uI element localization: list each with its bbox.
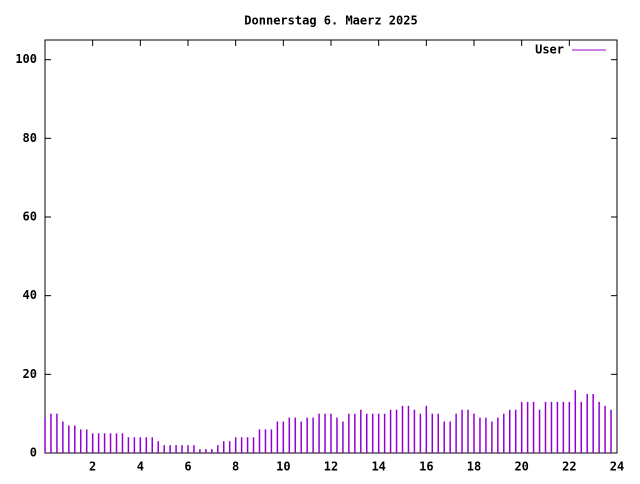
x-tick-label: 4 — [137, 460, 144, 474]
x-tick-label: 16 — [419, 460, 433, 474]
y-tick-label: 40 — [23, 288, 37, 302]
y-tick-label: 80 — [23, 131, 37, 145]
y-tick-label: 20 — [23, 367, 37, 381]
x-tick-label: 6 — [184, 460, 191, 474]
x-tick-label: 18 — [467, 460, 481, 474]
x-tick-label: 10 — [276, 460, 290, 474]
x-tick-label: 14 — [371, 460, 385, 474]
legend-label: User — [535, 43, 564, 57]
y-tick-label: 0 — [30, 446, 37, 460]
y-tick-label: 100 — [15, 52, 37, 66]
x-tick-label: 2 — [89, 460, 96, 474]
plot-frame — [44, 39, 618, 454]
x-tick-label: 20 — [514, 460, 528, 474]
chart-title: Donnerstag 6. Maerz 2025 — [244, 14, 417, 28]
x-tick-label: 22 — [562, 460, 576, 474]
y-tick-label: 60 — [23, 210, 37, 224]
x-tick-label: 24 — [610, 460, 624, 474]
x-tick-label: 12 — [324, 460, 338, 474]
x-tick-label: 8 — [232, 460, 239, 474]
